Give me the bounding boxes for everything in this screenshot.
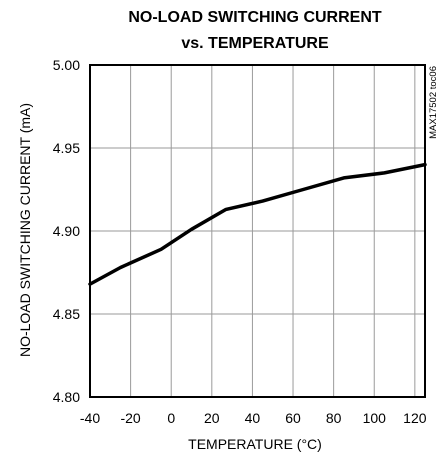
y-tick-label: 4.90: [53, 223, 80, 239]
x-tick-label: -40: [80, 410, 100, 426]
x-tick-label: 20: [204, 410, 220, 426]
plot-frame: [89, 64, 426, 398]
x-tick-label: 100: [363, 410, 387, 426]
y-tick-labels: 4.80 4.85 4.90 4.95 5.00: [53, 57, 80, 405]
y-tick-label: 4.80: [53, 389, 80, 405]
y-tick-label: 5.00: [53, 57, 80, 73]
x-tick-label: 120: [403, 410, 427, 426]
chart-title-line1: NO-LOAD SWITCHING CURRENT: [128, 9, 382, 26]
x-tick-label: 80: [326, 410, 342, 426]
x-tick-label: 60: [285, 410, 301, 426]
grid: [89, 64, 425, 398]
part-code: MAX17502 toc06: [428, 66, 439, 139]
x-axis-label: TEMPERATURE (°C): [188, 436, 322, 452]
x-tick-labels: -40 -20 0 20 40 60 80 100 120: [80, 410, 427, 426]
series-line: [88, 162, 427, 286]
chart-title-line2: vs. TEMPERATURE: [181, 35, 329, 52]
y-tick-label: 4.95: [53, 140, 80, 156]
y-tick-label: 4.85: [53, 306, 80, 322]
x-tick-label: 0: [167, 410, 175, 426]
x-tick-label: 40: [245, 410, 261, 426]
x-tick-label: -20: [120, 410, 140, 426]
series-group: [88, 162, 427, 286]
y-axis-label: NO-LOAD SWITCHING CURRENT (mA): [17, 103, 33, 357]
